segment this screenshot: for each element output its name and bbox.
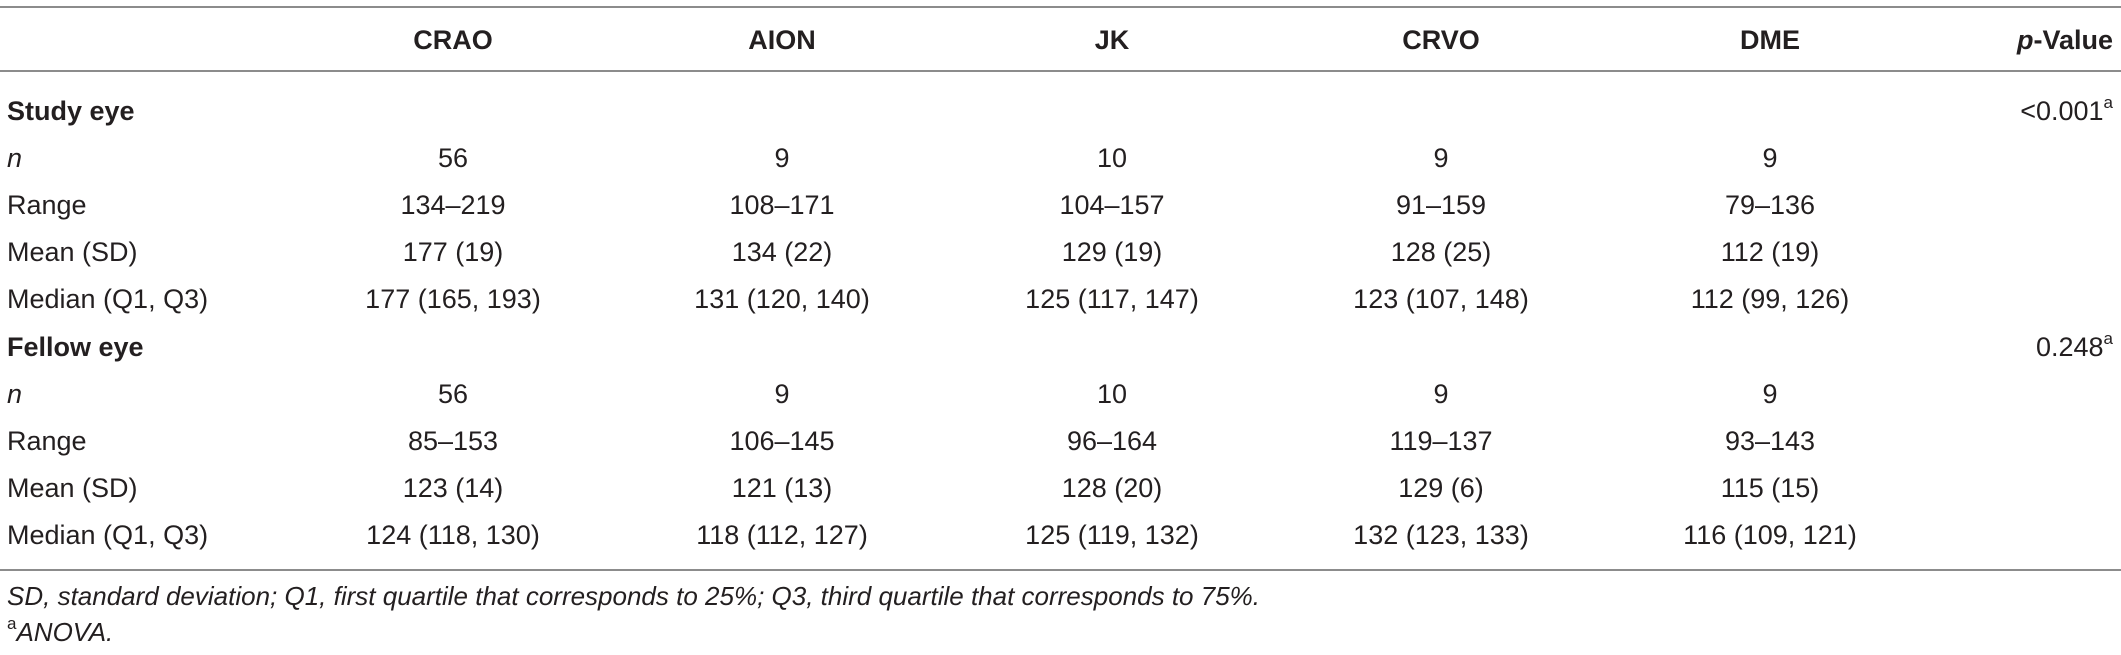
cell-jk: 96–164 [1066, 426, 1158, 456]
p-value-text: 0.248 [2035, 332, 2104, 362]
header-divider-rule [0, 70, 2121, 72]
footnote-marker: a [2103, 93, 2113, 112]
section-title: Fellow eye [7, 332, 144, 362]
cell-dme: 112 (99, 126) [1690, 284, 1850, 314]
section-p-value: <0.001a [2020, 88, 2113, 135]
cell-crvo: 9 [1433, 143, 1449, 173]
cell-crao: 177 (19) [402, 237, 504, 267]
cell-aion: 108–171 [729, 190, 835, 220]
section-row-study-eye: Study eye <0.001a [0, 88, 2121, 135]
cell-jk: 10 [1096, 379, 1128, 409]
row-label: Mean (SD) [7, 237, 138, 267]
table-row: Range 134–219 108–171 104–157 91–159 79–… [0, 182, 2121, 229]
cell-crao: 56 [437, 143, 469, 173]
cell-jk: 125 (117, 147) [1025, 284, 1199, 314]
row-label: Range [7, 426, 87, 456]
table-row: n 56 9 10 9 9 [0, 135, 2121, 182]
cell-jk: 129 (19) [1061, 237, 1163, 267]
footnote-marker: a [2103, 329, 2113, 348]
cell-crvo: 9 [1433, 379, 1449, 409]
row-label: Range [7, 190, 87, 220]
row-label: Mean (SD) [7, 473, 138, 503]
cell-jk: 104–157 [1059, 190, 1165, 220]
table-row: n 56 9 10 9 9 [0, 371, 2121, 418]
cell-crao: 56 [437, 379, 469, 409]
cell-dme: 116 (109, 121) [1683, 520, 1857, 550]
p-value-header-prefix: p [2016, 25, 2034, 55]
section-title: Study eye [7, 96, 135, 126]
footnote-marker: a [7, 614, 17, 634]
table-row: Median (Q1, Q3) 177 (165, 193) 131 (120,… [0, 276, 2121, 323]
column-header-aion: AION [748, 25, 816, 55]
cell-crvo: 119–137 [1389, 426, 1493, 456]
p-value-header-suffix: -Value [2033, 25, 2113, 55]
cell-jk: 128 (20) [1061, 473, 1163, 503]
cell-crvo: 91–159 [1395, 190, 1487, 220]
row-label: Median (Q1, Q3) [7, 520, 209, 550]
column-header-crvo: CRVO [1402, 25, 1480, 55]
cell-aion: 9 [774, 143, 790, 173]
table-row: Mean (SD) 123 (14) 121 (13) 128 (20) 129… [0, 465, 2121, 512]
cell-aion: 118 (112, 127) [696, 520, 868, 550]
p-value-text: <0.001 [2020, 96, 2104, 126]
cell-dme: 115 (15) [1720, 473, 1820, 503]
column-header-p-value: p-Value [2017, 17, 2113, 64]
cell-dme: 112 (19) [1720, 237, 1820, 267]
row-label: n [7, 379, 23, 409]
table-bottom-rule [0, 569, 2121, 571]
cell-aion: 131 (120, 140) [694, 284, 870, 314]
column-header-jk: JK [1094, 25, 1130, 55]
cell-dme: 9 [1762, 143, 1778, 173]
cell-dme: 93–143 [1724, 426, 1816, 456]
column-header-dme: DME [1740, 25, 1800, 55]
cell-aion: 134 (22) [731, 237, 833, 267]
table-row: Median (Q1, Q3) 124 (118, 130) 118 (112,… [0, 512, 2121, 559]
cell-aion: 9 [774, 379, 790, 409]
cell-aion: 121 (13) [731, 473, 833, 503]
cell-jk: 10 [1096, 143, 1128, 173]
section-row-fellow-eye: Fellow eye 0.248a [0, 324, 2121, 371]
table-header-row: CRAO AION JK CRVO DME p-Value [0, 17, 2121, 64]
cell-crao: 124 (118, 130) [366, 520, 540, 550]
row-label: n [7, 143, 23, 173]
cell-crao: 177 (165, 193) [365, 284, 541, 314]
cell-crao: 134–219 [400, 190, 506, 220]
footnote-text: ANOVA. [16, 617, 114, 647]
cell-aion: 106–145 [729, 426, 835, 456]
cell-jk: 125 (119, 132) [1025, 520, 1199, 550]
table-row: Range 85–153 106–145 96–164 119–137 93–1… [0, 418, 2121, 465]
cell-crvo: 128 (25) [1390, 237, 1492, 267]
cell-crvo: 129 (6) [1398, 473, 1484, 503]
cell-crao: 123 (14) [402, 473, 504, 503]
footnote-anova: aANOVA. [7, 614, 113, 650]
cell-dme: 9 [1762, 379, 1778, 409]
row-label: Median (Q1, Q3) [7, 284, 209, 314]
table-row: Mean (SD) 177 (19) 134 (22) 129 (19) 128… [0, 229, 2121, 276]
table-top-rule [0, 6, 2121, 8]
cell-crvo: 132 (123, 133) [1353, 520, 1529, 550]
cell-dme: 79–136 [1724, 190, 1816, 220]
cell-crao: 85–153 [407, 426, 499, 456]
column-header-crao: CRAO [413, 25, 493, 55]
cell-crvo: 123 (107, 148) [1353, 284, 1529, 314]
section-p-value: 0.248a [2036, 324, 2113, 371]
footnote-abbreviations: SD, standard deviation; Q1, first quarti… [7, 581, 1261, 611]
